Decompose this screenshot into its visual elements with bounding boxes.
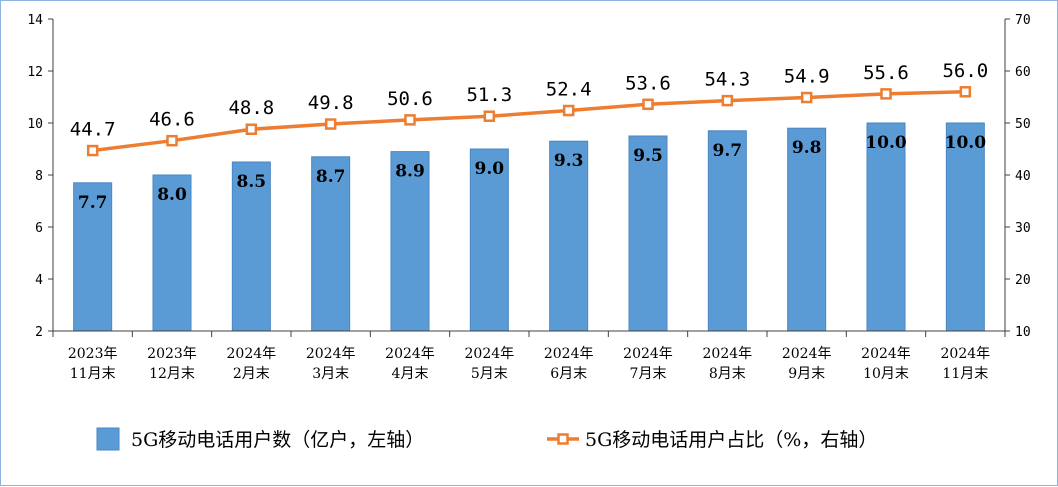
left-tick-label-0: 2: [35, 325, 43, 340]
share-marker-7: [642, 98, 654, 111]
share-value-label-1: 46.6: [149, 109, 195, 131]
category-label-3: 2024年 3月末: [306, 346, 356, 382]
share-value-label-4: 50.6: [387, 88, 433, 110]
bar-value-label-7: 9.5: [633, 146, 663, 166]
share-marker-5: [483, 110, 496, 122]
share-value-label-5: 51.3: [466, 84, 512, 106]
category-label-6: 2024年 6月末: [544, 346, 594, 382]
category-label-2: 2024年 2月末: [227, 346, 277, 382]
category-label-5: 2024年 5月末: [465, 346, 515, 382]
bar-3: [311, 156, 351, 332]
share-marker-3: [324, 118, 337, 130]
category-label-0: 2023年 11月末: [68, 346, 118, 382]
share-value-label-2: 48.8: [228, 97, 274, 119]
left-tick-label-4: 10: [27, 117, 43, 132]
bar-value-label-5: 9.0: [475, 159, 505, 179]
share-value-label-0: 44.7: [70, 119, 116, 141]
share-value-label-10: 55.6: [863, 62, 909, 84]
bar-value-label-3: 8.7: [316, 167, 346, 187]
bar-10: [866, 122, 906, 332]
category-label-11: 2024年 11月末: [941, 346, 991, 382]
left-tick-label-5: 12: [27, 65, 43, 80]
right-tick-label-3: 40: [1015, 169, 1031, 184]
bar-11: [945, 122, 985, 332]
bar-0: [73, 182, 113, 332]
share-marker-2: [245, 123, 258, 135]
share-marker-6: [562, 104, 575, 117]
bar-value-label-1: 8.0: [157, 185, 187, 205]
share-line: [92, 90, 966, 153]
category-label-8: 2024年 8月末: [703, 346, 753, 382]
bar-value-label-0: 7.7: [78, 193, 108, 213]
share-value-label-8: 54.3: [704, 69, 750, 91]
share-marker-11: [959, 86, 972, 98]
share-marker-4: [404, 114, 416, 126]
category-label-9: 2024年 9月末: [782, 346, 832, 382]
category-label-7: 2024年 7月末: [623, 346, 673, 382]
right-tick-label-1: 20: [1015, 273, 1031, 288]
bar-value-label-2: 8.5: [237, 172, 267, 192]
right-tick-label-6: 70: [1015, 13, 1031, 28]
bar-2: [231, 161, 271, 332]
left-tick-label-3: 8: [35, 169, 43, 184]
share-marker-1: [166, 134, 178, 147]
right-tick-label-4: 50: [1015, 117, 1031, 132]
share-marker-10: [880, 88, 892, 100]
bar-5: [469, 148, 509, 332]
legend-line-marker: [557, 433, 569, 445]
legend-bar-swatch: [96, 427, 120, 451]
left-tick-label-1: 4: [35, 273, 43, 288]
share-value-label-11: 56.0: [942, 60, 988, 82]
bar-value-label-9: 9.8: [792, 138, 822, 158]
bar-value-label-6: 9.3: [554, 151, 584, 171]
share-marker-8: [721, 94, 734, 107]
bar-value-label-10: 10.0: [865, 133, 907, 153]
bar-7: [628, 135, 668, 332]
share-marker-9: [800, 91, 813, 104]
left-tick-label-2: 6: [35, 221, 43, 236]
category-label-10: 2024年 10月末: [861, 346, 911, 382]
left-tick-label-6: 14: [27, 13, 43, 28]
bar-value-label-11: 10.0: [945, 133, 987, 153]
share-value-label-3: 49.8: [308, 92, 354, 114]
share-value-label-7: 53.6: [625, 72, 671, 94]
legend-line-label: 5G移动电话用户占比（%，右轴）: [585, 429, 877, 451]
share-value-label-9: 54.9: [784, 66, 830, 88]
category-label-1: 2023年 12月末: [147, 346, 197, 382]
bar-9: [787, 127, 827, 332]
right-tick-label-2: 30: [1015, 221, 1031, 236]
share-marker-0: [86, 144, 99, 157]
bar-value-label-4: 8.9: [395, 162, 425, 182]
bar-1: [152, 174, 192, 332]
category-label-4: 2024年 4月末: [385, 346, 435, 382]
legend-bar-label: 5G移动电话用户数（亿户，左轴）: [131, 429, 424, 451]
bar-value-label-8: 9.7: [713, 141, 743, 161]
bar-8: [707, 130, 747, 332]
share-value-label-6: 52.4: [546, 79, 592, 101]
right-tick-label-0: 10: [1015, 325, 1031, 340]
right-tick-label-5: 60: [1015, 65, 1031, 80]
